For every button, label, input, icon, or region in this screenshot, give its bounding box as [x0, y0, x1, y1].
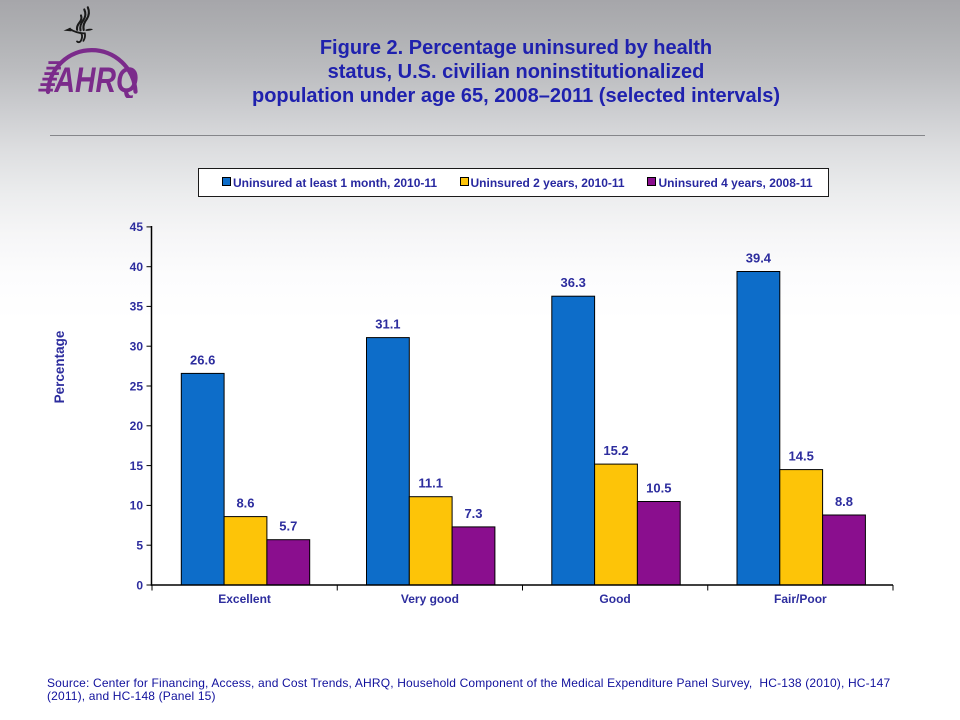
svg-text:8.6: 8.6	[236, 496, 254, 511]
svg-text:5.7: 5.7	[279, 519, 297, 534]
svg-text:20: 20	[130, 419, 144, 433]
svg-text:14.5: 14.5	[789, 449, 814, 464]
svg-text:Good: Good	[599, 592, 630, 606]
svg-text:Fair/Poor: Fair/Poor	[774, 592, 827, 606]
svg-text:30: 30	[130, 340, 144, 354]
svg-text:45: 45	[130, 220, 144, 234]
svg-text:35: 35	[130, 300, 144, 314]
svg-text:25: 25	[130, 379, 144, 393]
svg-text:Percentage: Percentage	[52, 330, 67, 403]
svg-text:8.8: 8.8	[835, 494, 853, 509]
svg-text:40: 40	[130, 260, 144, 274]
svg-text:11.1: 11.1	[418, 476, 443, 491]
svg-text:5: 5	[136, 539, 143, 553]
svg-text:7.3: 7.3	[464, 506, 482, 521]
svg-text:AHRQ: AHRQ	[54, 60, 138, 98]
svg-text:10: 10	[130, 499, 144, 513]
svg-text:Excellent: Excellent	[218, 592, 271, 606]
svg-text:Very good: Very good	[401, 592, 459, 606]
svg-text:15: 15	[130, 459, 144, 473]
svg-text:15.2: 15.2	[603, 443, 628, 458]
svg-text:10.5: 10.5	[646, 481, 671, 496]
svg-text:36.3: 36.3	[561, 275, 586, 290]
svg-text:0: 0	[136, 578, 143, 592]
svg-text:26.6: 26.6	[190, 352, 215, 367]
svg-text:31.1: 31.1	[375, 317, 400, 332]
svg-text:39.4: 39.4	[746, 251, 772, 266]
